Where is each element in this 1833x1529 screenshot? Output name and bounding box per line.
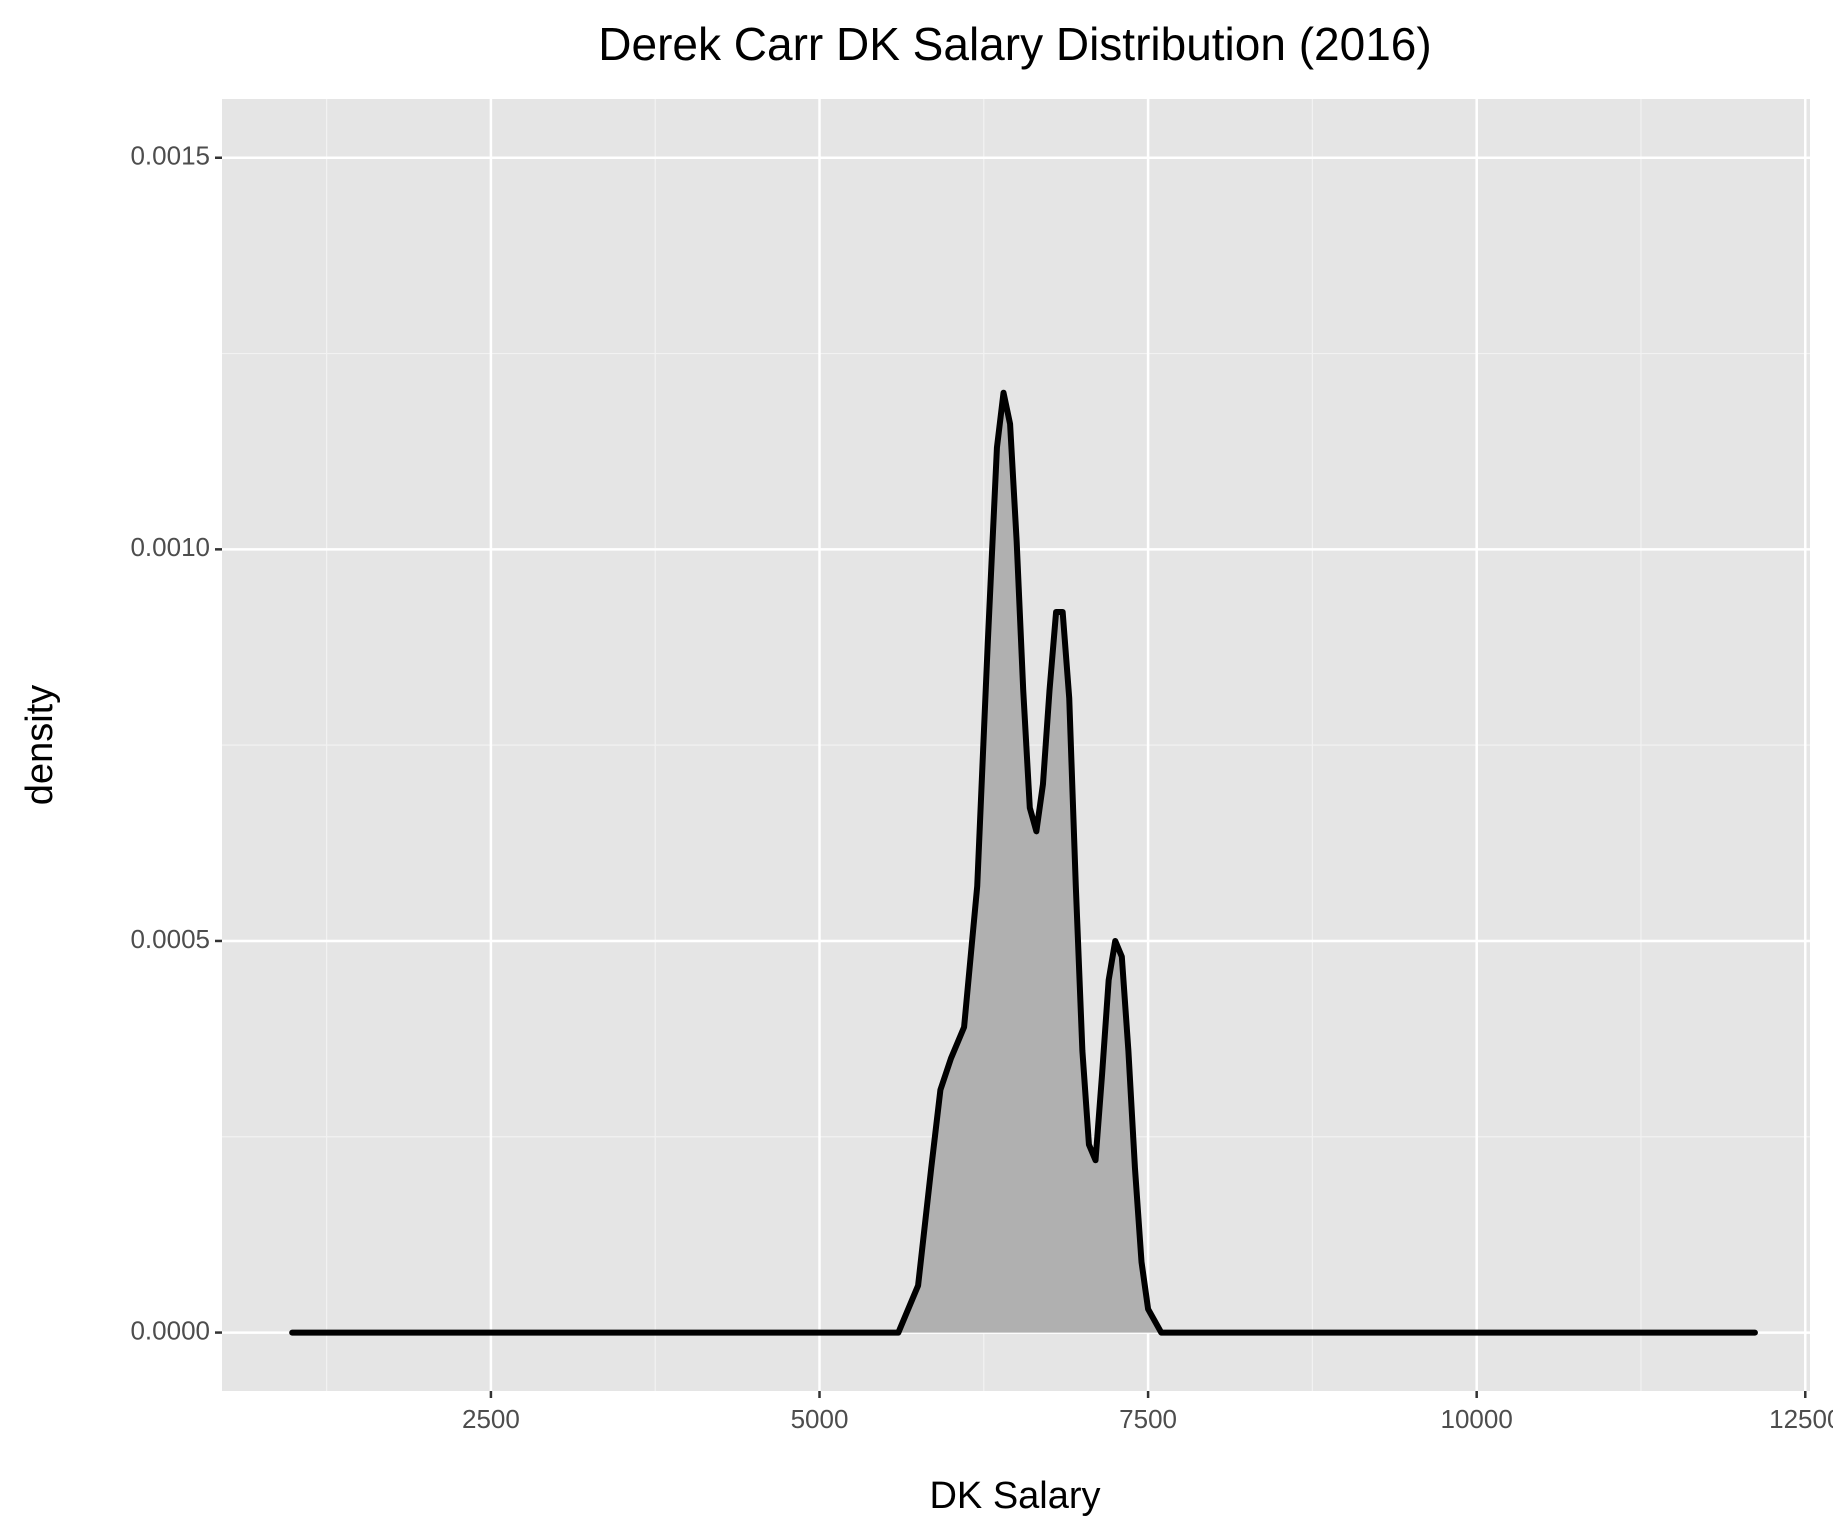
density-line <box>289 389 1758 1336</box>
marks <box>289 389 1758 1336</box>
y-tick-label: 0.0000 <box>130 1315 210 1345</box>
chart-title: Derek Carr DK Salary Distribution (2016) <box>598 18 1431 70</box>
x-tick-label: 2500 <box>462 1404 520 1434</box>
x-tick-label: 7500 <box>1119 1404 1177 1434</box>
x-tick-label: 5000 <box>791 1404 849 1434</box>
y-axis-title: density <box>19 685 61 805</box>
x-tick-label: 10000 <box>1441 1404 1513 1434</box>
x-axis-title: DK Salary <box>929 1475 1100 1517</box>
y-tick-label: 0.0010 <box>130 532 210 562</box>
y-tick-label: 0.0005 <box>130 924 210 954</box>
y-tick-label: 0.0015 <box>130 141 210 171</box>
density-area <box>292 392 1755 1333</box>
